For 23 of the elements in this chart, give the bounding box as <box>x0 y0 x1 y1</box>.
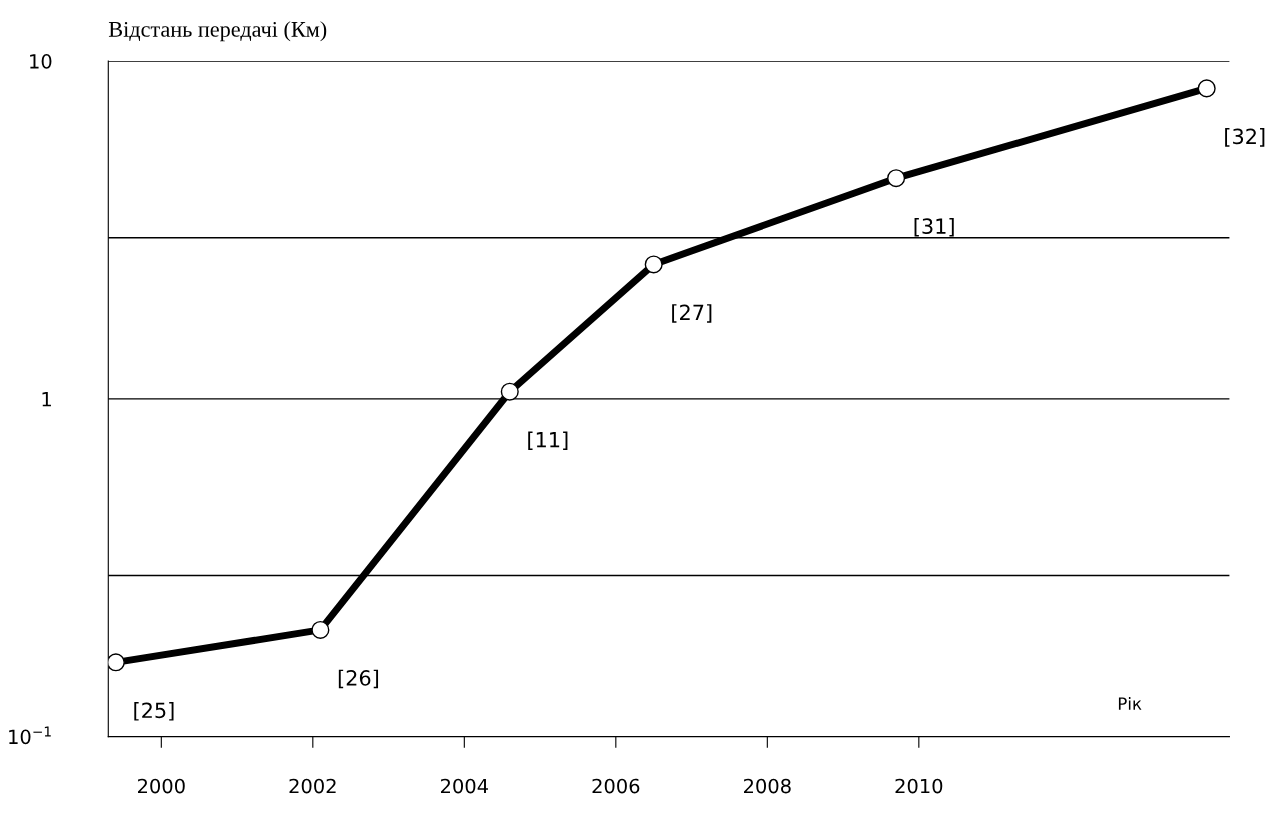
point <box>108 653 125 672</box>
annotation: [26] <box>338 669 379 689</box>
y-tick-label: 10 <box>30 54 52 69</box>
point <box>1197 79 1216 98</box>
y-tick-label: 1 <box>42 392 51 407</box>
x-axis-title: Рік <box>1118 696 1142 710</box>
point <box>887 169 906 188</box>
annotation: [11] <box>528 431 568 450</box>
x-tick-label: 2008 <box>744 778 791 794</box>
y-axis-title: Відстань передачі (Км) <box>108 21 327 42</box>
point <box>311 620 330 639</box>
y-tick-label: 10$^{−1}$ <box>9 726 51 745</box>
annotation: [32] <box>1225 128 1265 147</box>
annotation: [25] <box>134 702 174 721</box>
x-tick-label: 2006 <box>592 778 640 794</box>
point <box>644 255 663 274</box>
x-tick-label: 2000 <box>138 778 185 794</box>
x-tick-label: 2010 <box>895 778 943 794</box>
x-tick-label: 2004 <box>441 778 488 794</box>
annotation: [31] <box>914 217 954 237</box>
annotation: [27] <box>672 304 712 323</box>
point <box>500 382 519 401</box>
x-tick-label: 2002 <box>289 778 336 794</box>
